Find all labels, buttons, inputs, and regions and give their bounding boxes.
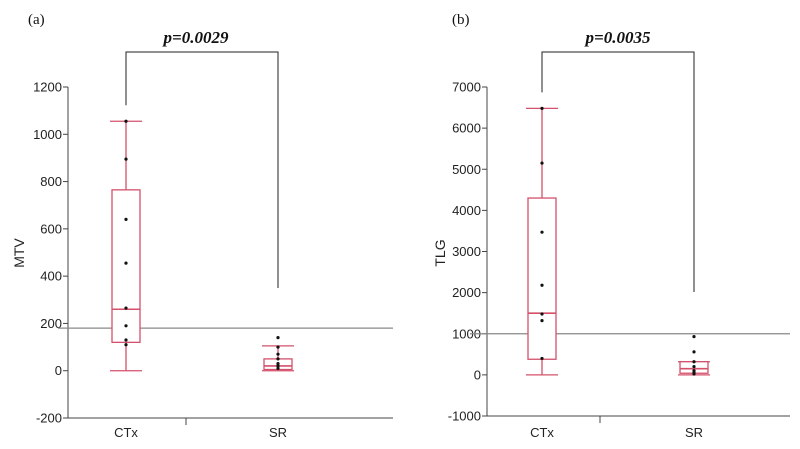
y-tick-label: 5000 [452, 162, 481, 177]
x-tick-label: CTx [530, 425, 554, 440]
y-tick-label: 400 [40, 269, 62, 284]
data-point [540, 356, 544, 361]
data-point [124, 157, 128, 161]
y-tick-label: 200 [40, 316, 62, 331]
y-tick-label: 4000 [452, 203, 481, 218]
data-point [276, 345, 280, 349]
box-rect [111, 189, 141, 343]
data-point [540, 106, 544, 110]
y-tick-label: 6000 [452, 121, 481, 136]
y-tick-label: -1000 [448, 409, 481, 424]
data-point [692, 372, 696, 376]
data-point [124, 217, 128, 221]
y-tick-label: 0 [55, 363, 62, 378]
data-point [124, 343, 128, 347]
y-axis-label: MTV [11, 238, 27, 268]
data-point [276, 336, 280, 340]
data-point [692, 360, 696, 364]
box-ctx [526, 107, 558, 376]
p-value-label: p=0.0035 [584, 28, 651, 47]
data-point [276, 362, 280, 366]
chart-panel-a: (a) MTV -200 0 200 400 600 800 1000 1200 CTx SR p=0.… [11, 12, 393, 440]
data-point [540, 312, 544, 316]
panel-label: (a) [28, 12, 45, 28]
significance-bracket [541, 51, 695, 292]
y-tick-label: 1200 [33, 80, 62, 95]
data-point [276, 364, 280, 368]
x-tick-label: CTx [114, 425, 138, 440]
data-point [276, 352, 280, 356]
y-tick-label: 600 [40, 221, 62, 236]
data-point [124, 119, 128, 123]
data-point [276, 357, 280, 361]
data-point [124, 306, 128, 310]
data-point [124, 338, 128, 342]
x-tick-label: SR [269, 425, 287, 440]
significance-bracket [125, 51, 279, 288]
x-tick-label: SR [685, 425, 703, 440]
y-tick-label: -200 [36, 411, 62, 426]
y-axis-label: TLG [432, 239, 448, 266]
data-point [276, 366, 280, 370]
y-tick-label: 2000 [452, 285, 481, 300]
data-point [692, 335, 696, 339]
chart-panel-b: (b) TLG -1000 0 1000 2000 3000 4000 5000 6000 7000… [432, 12, 790, 440]
data-point [124, 324, 128, 328]
panel-label: (b) [452, 12, 470, 28]
y-tick-label: 3000 [452, 244, 481, 259]
data-point [124, 261, 128, 265]
box-ctx [110, 120, 142, 372]
box-rect [527, 197, 557, 360]
data-point [540, 230, 544, 234]
data-point [692, 350, 696, 354]
y-tick-label: 0 [474, 367, 481, 382]
data-point [540, 283, 544, 287]
p-value-label: p=0.0029 [162, 28, 229, 47]
data-point [692, 365, 696, 369]
y-tick-label: 800 [40, 174, 62, 189]
data-point [540, 161, 544, 165]
y-tick-label: 1000 [452, 326, 481, 341]
data-point [540, 318, 544, 323]
y-tick-label: 7000 [452, 80, 481, 95]
y-tick-label: 1000 [33, 127, 62, 142]
